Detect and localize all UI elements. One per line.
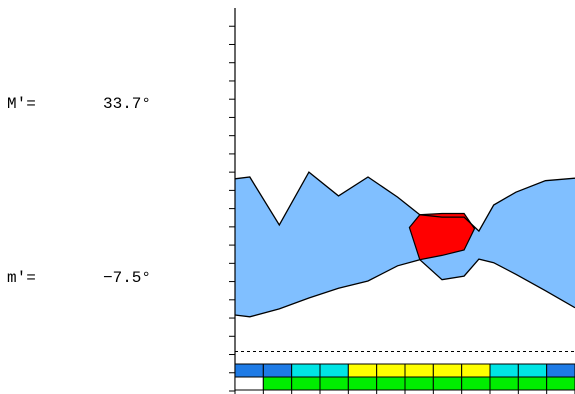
strip-cell — [376, 363, 406, 378]
strip-cell — [546, 376, 575, 391]
max-label: M′= — [7, 95, 36, 113]
strip-cell — [347, 376, 378, 391]
strip-cell — [461, 376, 491, 391]
strip-cell — [489, 376, 519, 391]
strip-cell — [546, 363, 575, 378]
strip-cell — [404, 376, 434, 391]
min-value: −7.5° — [103, 269, 151, 287]
strip-cell — [432, 363, 463, 378]
strip-cell — [234, 376, 264, 391]
strip-layer — [234, 363, 575, 394]
strip-cell — [461, 363, 491, 378]
band-upper-line — [234, 171, 575, 233]
strip-cell — [319, 376, 349, 391]
strip-cell — [489, 363, 519, 378]
strip-cell — [234, 363, 264, 378]
strip-cell — [517, 363, 548, 378]
band-layer — [234, 171, 575, 318]
highlight-region — [408, 212, 476, 261]
max-value: 33.7° — [103, 95, 151, 113]
band-lower-line — [234, 258, 575, 318]
strip-cell — [404, 363, 434, 378]
strip-cell — [291, 363, 321, 378]
strip-cell — [517, 376, 548, 391]
min-label: m′= — [7, 269, 36, 287]
strip-cell — [319, 363, 349, 378]
strip-cell — [432, 376, 463, 391]
band-area — [235, 172, 575, 317]
strip-cell — [376, 376, 406, 391]
strip-cell — [291, 376, 321, 391]
y-axis — [229, 8, 236, 392]
strip-cell — [347, 363, 378, 378]
strip-cell — [262, 376, 293, 391]
strip-cell — [262, 363, 293, 378]
